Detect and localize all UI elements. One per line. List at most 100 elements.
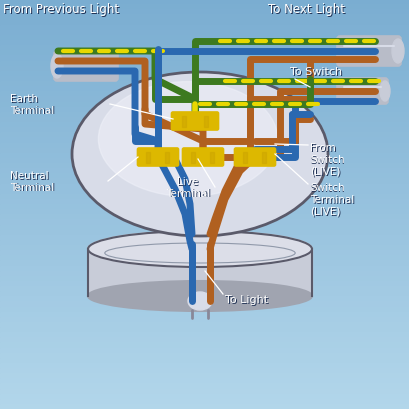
Bar (0, 148, 409, 153)
Bar (0, 297, 409, 302)
Bar (0, 133, 409, 138)
Bar (0, 393, 409, 399)
Bar (204, 116, 207, 127)
Bar (0, 358, 409, 363)
FancyBboxPatch shape (54, 52, 118, 82)
Bar (0, 384, 409, 389)
Bar (243, 152, 247, 163)
Bar (262, 152, 266, 163)
Bar (0, 128, 409, 133)
Bar (0, 240, 409, 245)
Bar (0, 337, 409, 343)
Bar (0, 261, 409, 266)
Text: From
Switch
(LIVE): From Switch (LIVE) (310, 144, 344, 177)
Bar (0, 164, 409, 169)
Ellipse shape (379, 82, 389, 102)
Ellipse shape (98, 82, 277, 197)
Text: Live
Terminal: Live Terminal (166, 177, 210, 198)
Bar (0, 389, 409, 393)
Bar (0, 353, 409, 358)
Text: Switch
Terminal
(LIVE): Switch Terminal (LIVE) (310, 184, 354, 217)
Bar (0, 281, 409, 286)
Bar (0, 317, 409, 322)
Bar (191, 152, 195, 163)
Bar (0, 5, 409, 10)
Bar (0, 291, 409, 297)
Bar (0, 143, 409, 148)
Bar (0, 169, 409, 174)
Bar (0, 56, 409, 61)
Bar (0, 174, 409, 179)
Text: From Previous Light: From Previous Light (4, 4, 119, 17)
FancyBboxPatch shape (336, 79, 387, 105)
Bar (0, 276, 409, 281)
Bar (0, 10, 409, 15)
Bar (0, 230, 409, 235)
Bar (0, 0, 409, 5)
Text: From Previous Light: From Previous Light (3, 4, 119, 16)
Text: Neutral
Terminal: Neutral Terminal (11, 171, 55, 193)
Text: Live
Terminal: Live Terminal (166, 178, 210, 199)
Bar (0, 123, 409, 128)
Ellipse shape (88, 231, 311, 267)
Bar (0, 250, 409, 256)
Bar (0, 15, 409, 20)
Ellipse shape (72, 73, 327, 236)
Bar (0, 404, 409, 409)
FancyBboxPatch shape (234, 148, 275, 166)
Bar (0, 348, 409, 353)
FancyBboxPatch shape (137, 148, 178, 166)
Bar (0, 102, 409, 107)
Bar (0, 363, 409, 368)
Text: To Light: To Light (225, 295, 268, 305)
FancyBboxPatch shape (171, 113, 218, 131)
Bar (0, 343, 409, 348)
Bar (0, 204, 409, 209)
Bar (0, 194, 409, 199)
Bar (0, 87, 409, 92)
Bar (0, 138, 409, 143)
Bar (0, 77, 409, 82)
Bar (0, 235, 409, 240)
Bar (0, 72, 409, 77)
Bar (0, 61, 409, 66)
Bar (0, 66, 409, 72)
Bar (0, 153, 409, 158)
FancyBboxPatch shape (182, 148, 223, 166)
Ellipse shape (188, 292, 211, 310)
Bar (0, 41, 409, 46)
Bar (0, 107, 409, 112)
Bar (0, 220, 409, 225)
Bar (0, 378, 409, 384)
Polygon shape (88, 249, 311, 296)
Bar (0, 184, 409, 189)
Bar (0, 199, 409, 204)
Bar (0, 271, 409, 276)
Text: To Switch: To Switch (289, 67, 341, 77)
Bar (0, 266, 409, 271)
Bar (0, 20, 409, 25)
Bar (0, 31, 409, 36)
Bar (0, 332, 409, 337)
Ellipse shape (88, 281, 311, 311)
Bar (0, 209, 409, 215)
Text: From
Switch
(LIVE): From Switch (LIVE) (309, 143, 344, 176)
Bar (0, 118, 409, 123)
Bar (0, 189, 409, 194)
Bar (0, 322, 409, 327)
Text: Switch
Terminal
(LIVE): Switch Terminal (LIVE) (309, 183, 353, 216)
Text: To Next Light: To Next Light (267, 4, 344, 16)
Text: To Light: To Light (225, 294, 267, 304)
Bar (0, 97, 409, 102)
Bar (210, 152, 214, 163)
FancyBboxPatch shape (336, 37, 400, 67)
Text: To Switch: To Switch (290, 67, 342, 78)
Bar (0, 302, 409, 307)
Bar (0, 92, 409, 97)
Text: Earth
Terminal: Earth Terminal (10, 94, 54, 115)
Text: Neutral
Terminal: Neutral Terminal (10, 171, 54, 192)
Bar (0, 373, 409, 378)
Bar (0, 112, 409, 118)
Bar (0, 245, 409, 250)
Bar (0, 179, 409, 184)
